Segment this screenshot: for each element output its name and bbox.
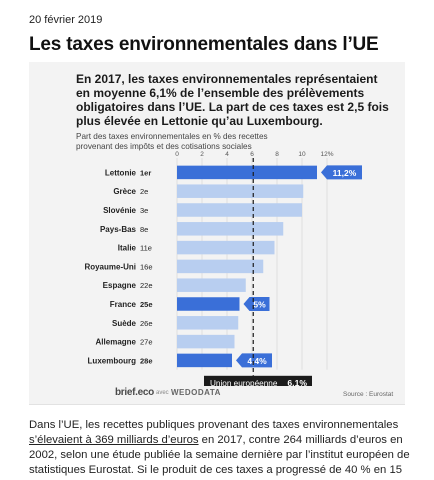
bar (177, 222, 284, 236)
article-body: Dans l’UE, les recettes publiques proven… (29, 418, 419, 480)
bar (177, 316, 239, 330)
rank-label: 1er (140, 168, 151, 177)
reference-label: Union européenne (210, 379, 278, 386)
x-tick-label: 8 (275, 151, 279, 158)
category-label: Lettonie (105, 168, 137, 177)
bar (177, 297, 240, 311)
x-tick-label: 4 (225, 151, 229, 158)
bar (177, 259, 264, 274)
x-tick-label: 12% (320, 151, 333, 158)
rank-label: 26e (140, 319, 153, 328)
category-label: Slovénie (103, 206, 136, 215)
x-tick-label: 2 (200, 151, 204, 158)
x-tick-label: 10 (298, 151, 306, 158)
category-label: Luxembourg (88, 356, 137, 365)
eurostat-link[interactable]: s’élevaient à 369 milliards d’euros (29, 434, 199, 446)
bar-chart: 0 2 4 6 8 10 12% Lettonie 1er 11,2% Grèce 2e Slovéni… (84, 151, 362, 386)
article-date: 20 février 2019 (29, 14, 103, 26)
source-note: Source : Eurostat (343, 391, 394, 398)
rank-label: 2e (140, 187, 148, 196)
category-label: Pays-Bas (100, 225, 137, 234)
reference-box (204, 375, 312, 386)
data-label: 5% (253, 300, 266, 310)
rank-label: 8e (140, 225, 148, 234)
rank-label: 16e (140, 262, 153, 271)
body-text-end: en 2017, contre 264 milliards d’euros en… (29, 434, 410, 480)
brand-logo: brief.eco (115, 387, 154, 398)
value-tag (321, 165, 362, 180)
partner-logo: WEDODATA (171, 388, 221, 397)
data-label: 4,4% (247, 356, 267, 366)
body-text-start: Dans l’UE, les recettes publiques proven… (29, 419, 399, 431)
data-label: 11,2% (333, 168, 357, 178)
category-label: Espagne (103, 281, 137, 290)
chart-lede: En 2017, les taxes environnementales rep… (76, 72, 389, 128)
category-label: France (110, 300, 137, 309)
category-label: Italie (118, 244, 137, 253)
brand-separator: avec (156, 390, 169, 396)
bar (177, 334, 235, 349)
bar (177, 203, 302, 217)
value-tag (243, 297, 270, 311)
x-tick-label: 6 (250, 151, 254, 158)
value-tag (236, 353, 272, 368)
rank-label: 11e (140, 244, 152, 253)
rank-label: 27e (140, 338, 153, 347)
rank-label: 22e (140, 281, 153, 290)
rank-label: 25e (140, 300, 153, 309)
rank-label: 3e (140, 206, 148, 215)
reference-value: 6,1% (287, 378, 307, 386)
chart-subtitle: Part des taxes environnementales en % de… (76, 132, 268, 151)
category-label: Royaume-Uni (84, 262, 136, 271)
bar (177, 184, 304, 198)
bar (177, 353, 232, 368)
article-headline: Les taxes environnementales dans l’UE (29, 34, 379, 55)
rank-label: 28e (140, 356, 153, 365)
category-label: Suède (112, 319, 137, 328)
bar (177, 240, 275, 255)
category-label: Allemagne (96, 338, 137, 347)
bar (177, 165, 317, 180)
x-tick-label: 0 (175, 151, 179, 158)
divider (29, 404, 405, 405)
category-label: Grèce (113, 187, 136, 196)
bar (177, 278, 246, 292)
